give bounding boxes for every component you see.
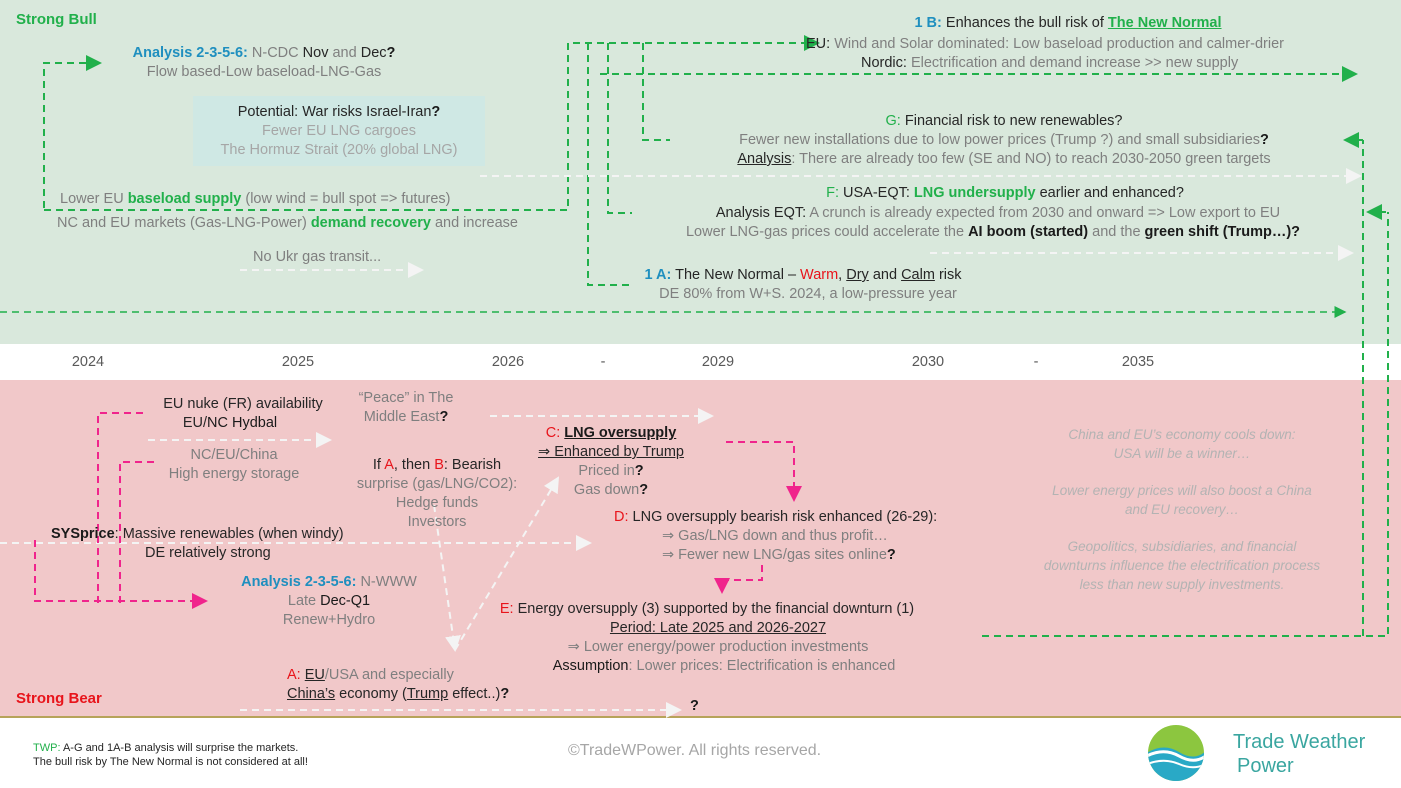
c-line4: Gas down? bbox=[573, 482, 649, 498]
timeline-band bbox=[0, 344, 1401, 380]
nuke-line2: EU/NC Hydbal bbox=[182, 415, 278, 431]
year-dash-1: - bbox=[600, 354, 606, 370]
e-line2: Period: Late 2025 and 2026-2027 bbox=[609, 620, 827, 636]
year-2024: 2024 bbox=[71, 354, 105, 370]
year-2026: 2026 bbox=[491, 354, 525, 370]
brand-line1: Trade Weather bbox=[1233, 731, 1366, 753]
brand-line2: Power bbox=[1237, 755, 1294, 777]
bottom-divider bbox=[0, 716, 1401, 718]
analysis-bottom-line1: Analysis 2-3-5-6: N-WWW bbox=[241, 574, 417, 590]
analysis-bottom-line2: Late Dec-Q1 bbox=[287, 593, 371, 609]
d-line3: ⇒ Fewer new LNG/gas sites online? bbox=[662, 547, 896, 563]
a1-line2: DE 80% from W+S. 2024, a low-pressure ye… bbox=[659, 286, 957, 302]
potential-line3: The Hormuz Strait (20% global LNG) bbox=[220, 142, 458, 158]
lower-eu-line2: NC and EU markets (Gas-LNG-Power) demand… bbox=[57, 215, 518, 231]
twp-line1: TWP: A-G and 1A-B analysis will surprise… bbox=[33, 742, 299, 754]
storage-line2: High energy storage bbox=[168, 466, 300, 482]
peace-line1: “Peace” in The bbox=[358, 390, 454, 406]
b1-heading: 1 B: Enhances the bull risk of The New N… bbox=[914, 15, 1222, 31]
note-line-4: and EU recovery… bbox=[1124, 502, 1240, 517]
year-2029: 2029 bbox=[701, 354, 735, 370]
e-line4: Assumption: Lower prices: Electrificatio… bbox=[552, 658, 896, 674]
a1-line1: 1 A: The New Normal – Warm, Dry and Calm… bbox=[644, 267, 962, 283]
c-line1: C: LNG oversupply bbox=[545, 425, 677, 441]
strong-bear-label: Strong Bear bbox=[16, 690, 102, 707]
trade-weather-power-logo-icon bbox=[1148, 725, 1204, 781]
e-line3: ⇒ Lower energy/power production investme… bbox=[567, 639, 869, 655]
f-line1: F: USA-EQT: LNG undersupply earlier and … bbox=[826, 185, 1184, 201]
note-line-3: Lower energy prices will also boost a Ch… bbox=[1052, 483, 1312, 498]
g-line2: Fewer new installations due to low power… bbox=[739, 132, 1269, 148]
if-a-line3: Hedge funds bbox=[395, 495, 479, 511]
a-line2: China’s economy (Trump effect..)? bbox=[287, 686, 510, 702]
note-line-6: downturns influence the electrification … bbox=[1043, 558, 1321, 573]
e-line1: E: Energy oversupply (3) supported by th… bbox=[499, 601, 915, 617]
potential-line1: Potential: War risks Israel-Iran? bbox=[237, 104, 441, 120]
year-2030: 2030 bbox=[911, 354, 945, 370]
g-line1: G: Financial risk to new renewables? bbox=[885, 113, 1123, 129]
note-line-5: Geopolitics, subsidiaries, and financial bbox=[1067, 539, 1297, 554]
bottom-question-mark: ? bbox=[690, 698, 699, 714]
if-a-line1: If A, then B: Bearish bbox=[372, 457, 502, 473]
strong-bull-label: Strong Bull bbox=[16, 11, 97, 28]
nuke-line1: EU nuke (FR) availability bbox=[163, 396, 323, 412]
year-dash-2: - bbox=[1033, 354, 1039, 370]
sysprice-line2: DE relatively strong bbox=[145, 545, 271, 561]
year-2035: 2035 bbox=[1121, 354, 1155, 370]
no-ukr-gas-transit: No Ukr gas transit... bbox=[253, 249, 382, 265]
year-2025: 2025 bbox=[281, 354, 315, 370]
g-line3: Analysis: There are already too few (SE … bbox=[737, 151, 1271, 167]
analysis-top-line1: Analysis 2-3-5-6: N-CDC Nov and Dec? bbox=[132, 45, 396, 61]
analysis-top-line2: Flow based-Low baseload-LNG-Gas bbox=[146, 64, 382, 80]
potential-line2: Fewer EU LNG cargoes bbox=[262, 123, 416, 139]
b1-nordic-line: Nordic: Electrification and demand incre… bbox=[861, 55, 1239, 71]
d-line1: D: LNG oversupply bearish risk enhanced … bbox=[614, 509, 938, 525]
storage-line1: NC/EU/China bbox=[190, 447, 278, 463]
note-line-7: less than new supply investments. bbox=[1079, 577, 1285, 592]
copyright: ©TradeWPower. All rights reserved. bbox=[568, 742, 822, 759]
sysprice-line1: SYSprice: Massive renewables (when windy… bbox=[51, 526, 344, 542]
note-line-2: USA will be a winner… bbox=[1113, 446, 1251, 461]
a-line1: A: EU/USA and especially bbox=[287, 667, 454, 683]
c-line2: ⇒ Enhanced by Trump bbox=[538, 444, 684, 460]
note-line-1: China and EU’s economy cools down: bbox=[1068, 427, 1296, 442]
analysis-bottom-line3: Renew+Hydro bbox=[282, 612, 376, 628]
c-line3: Priced in? bbox=[578, 463, 644, 479]
twp-line2: The bull risk by The New Normal is not c… bbox=[33, 756, 308, 768]
f-line2: Analysis EQT: A crunch is already expect… bbox=[715, 205, 1281, 221]
if-a-line4: Investors bbox=[407, 514, 467, 530]
f-line3: Lower LNG-gas prices could accelerate th… bbox=[685, 224, 1301, 240]
peace-line2: Middle East? bbox=[363, 409, 449, 425]
d-line2: ⇒ Gas/LNG down and thus profit… bbox=[662, 528, 888, 544]
if-a-line2: surprise (gas/LNG/CO2): bbox=[356, 476, 518, 492]
lower-eu-line1: Lower EU baseload supply (low wind = bul… bbox=[60, 191, 451, 207]
b1-eu-line: EU: Wind and Solar dominated: Low baselo… bbox=[806, 36, 1284, 52]
